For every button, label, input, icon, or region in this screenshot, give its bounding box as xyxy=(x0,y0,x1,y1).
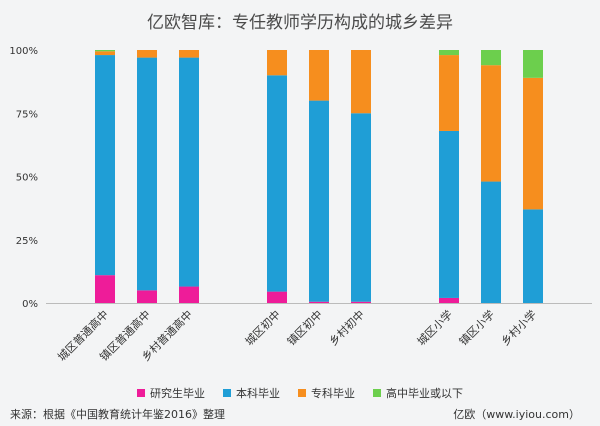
bar-segment-series-1-cat-0 xyxy=(95,55,115,276)
y-tick-label: 50% xyxy=(16,173,38,184)
bar-segment-series-1-cat-3 xyxy=(267,75,287,292)
legend-item-2: 专科毕业 xyxy=(298,385,355,401)
brand-credit: 亿欧（www.iyiou.com） xyxy=(453,408,580,421)
legend-swatch xyxy=(223,389,231,397)
legend-item-0: 研究生毕业 xyxy=(137,385,205,401)
bar-segment-series-0-cat-3 xyxy=(267,291,287,303)
legend-item-1: 本科毕业 xyxy=(223,385,280,401)
bar-segment-series-1-cat-2 xyxy=(179,57,199,287)
y-tick-label: 75% xyxy=(16,109,38,120)
bar-segment-series-3-cat-0 xyxy=(95,50,115,52)
bar-segment-series-0-cat-4 xyxy=(309,301,329,303)
bar-segment-series-2-cat-3 xyxy=(267,50,287,76)
y-tick-label: 100% xyxy=(9,46,38,57)
bar-segment-series-2-cat-7 xyxy=(481,65,501,182)
y-tick-label: 0% xyxy=(22,299,38,310)
legend-label: 专科毕业 xyxy=(311,387,355,400)
legend-label: 高中毕业或以下 xyxy=(386,387,463,400)
legend-label: 研究生毕业 xyxy=(150,387,205,400)
bar-segment-series-2-cat-4 xyxy=(309,50,329,101)
category-label: 城区小学 xyxy=(414,307,455,348)
bar-segment-series-2-cat-8 xyxy=(523,77,543,210)
chart-legend: 研究生毕业 本科毕业 专科毕业 高中毕业或以下 xyxy=(0,385,600,401)
bar-segment-series-1-cat-8 xyxy=(523,209,543,303)
category-label: 镇区小学 xyxy=(456,307,497,348)
bar-segment-series-0-cat-0 xyxy=(95,275,115,303)
legend-swatch xyxy=(137,389,145,397)
bar-segment-series-3-cat-6 xyxy=(439,50,459,56)
bar-segment-series-0-cat-5 xyxy=(351,301,371,303)
bar-segment-series-2-cat-2 xyxy=(179,50,199,58)
bar-segment-series-3-cat-7 xyxy=(481,50,501,66)
legend-item-3: 高中毕业或以下 xyxy=(373,385,463,401)
legend-swatch xyxy=(373,389,381,397)
bar-segment-series-2-cat-0 xyxy=(95,51,115,56)
bar-segment-series-1-cat-5 xyxy=(351,113,371,302)
category-label: 镇区初中 xyxy=(284,307,325,348)
bar-segment-series-1-cat-1 xyxy=(137,57,157,291)
category-label: 乡村初中 xyxy=(326,307,367,348)
bar-segment-series-1-cat-7 xyxy=(481,181,501,303)
bar-segment-series-0-cat-6 xyxy=(439,297,459,303)
category-label: 城区初中 xyxy=(242,307,283,348)
y-tick-label: 25% xyxy=(16,236,38,247)
bar-segment-series-1-cat-6 xyxy=(439,130,459,298)
legend-swatch xyxy=(298,389,306,397)
bar-segment-series-2-cat-6 xyxy=(439,55,459,131)
category-label: 乡村小学 xyxy=(498,307,539,348)
legend-label: 本科毕业 xyxy=(236,387,280,400)
bar-segment-series-0-cat-2 xyxy=(179,286,199,303)
bar-segment-series-1-cat-4 xyxy=(309,100,329,302)
bar-segment-series-3-cat-8 xyxy=(523,50,543,78)
bar-segment-series-2-cat-5 xyxy=(351,50,371,114)
bar-segment-series-0-cat-1 xyxy=(137,290,157,303)
source-note: 来源：根据《中国教育统计年鉴2016》整理 xyxy=(10,408,225,421)
chart-title: 亿欧智库：专任教师学历构成的城乡差异 xyxy=(147,13,453,33)
bar-segment-series-2-cat-1 xyxy=(137,50,157,58)
